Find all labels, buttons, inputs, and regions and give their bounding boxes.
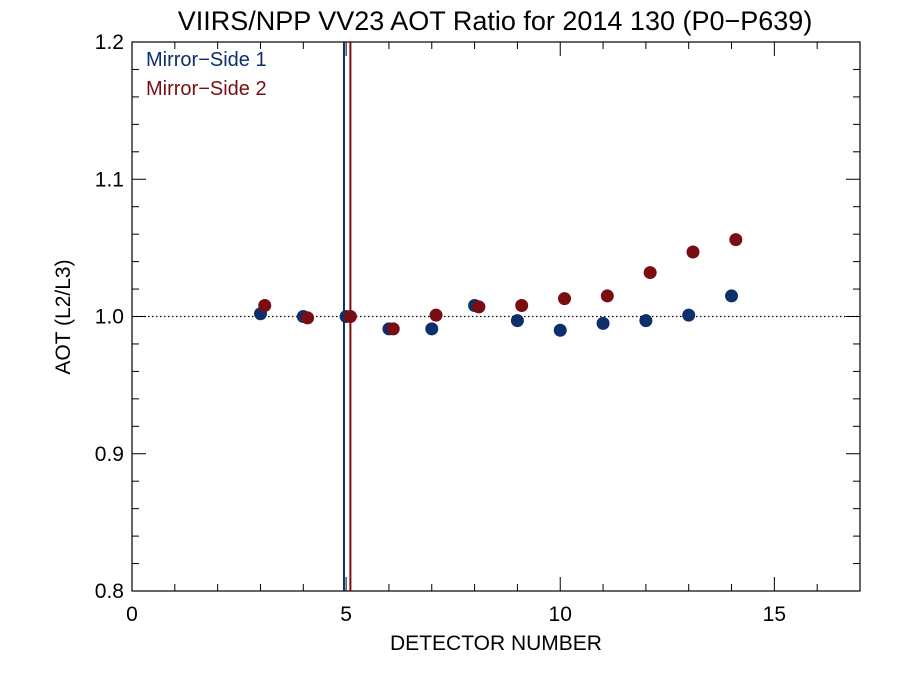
series-1-point	[596, 316, 610, 330]
series-2-point	[301, 311, 315, 325]
series-2-point	[429, 308, 443, 322]
x-tick-label: 0	[126, 603, 138, 626]
series-2-point	[643, 266, 657, 280]
series-1-point	[682, 308, 696, 322]
legend-entry-2: Mirror−Side 2	[146, 78, 267, 100]
series-2-point	[386, 322, 400, 336]
plot-area: 0 5 10 15 0.8 0.9 1.0 1.1 1.2	[95, 31, 861, 626]
series-1-point	[553, 323, 567, 337]
x-axis-label: DETECTOR NUMBER	[390, 632, 602, 655]
x-tick-label: 10	[549, 603, 572, 626]
y-tick-label: 1.1	[95, 168, 124, 191]
series-1-point	[425, 322, 439, 336]
legend: Mirror−Side 1 Mirror−Side 2	[146, 49, 267, 100]
series-2-point	[729, 233, 743, 247]
series-2-point	[258, 299, 272, 313]
series-2-point	[472, 300, 486, 314]
y-tick-label: 0.8	[95, 580, 124, 603]
chart-title: VIIRS/NPP VV23 AOT Ratio for 2014 130 (P…	[178, 6, 813, 36]
series-2-point	[600, 289, 614, 303]
y-tick-label: 1.2	[95, 31, 124, 54]
series-1-point	[639, 314, 653, 328]
series-2-point	[686, 245, 700, 259]
series-1-point	[510, 314, 524, 328]
series-2-point	[558, 292, 572, 306]
y-tick-label: 0.9	[95, 443, 124, 466]
x-tick-label: 5	[340, 603, 352, 626]
series-2-point	[515, 299, 529, 313]
legend-entry-1: Mirror−Side 1	[146, 49, 267, 71]
x-tick-label: 15	[763, 603, 786, 626]
y-axis-label: AOT (L2/L3)	[52, 259, 75, 374]
y-tick-label: 1.0	[95, 306, 124, 329]
series-2-point	[343, 310, 357, 323]
series-1-point	[725, 289, 739, 303]
